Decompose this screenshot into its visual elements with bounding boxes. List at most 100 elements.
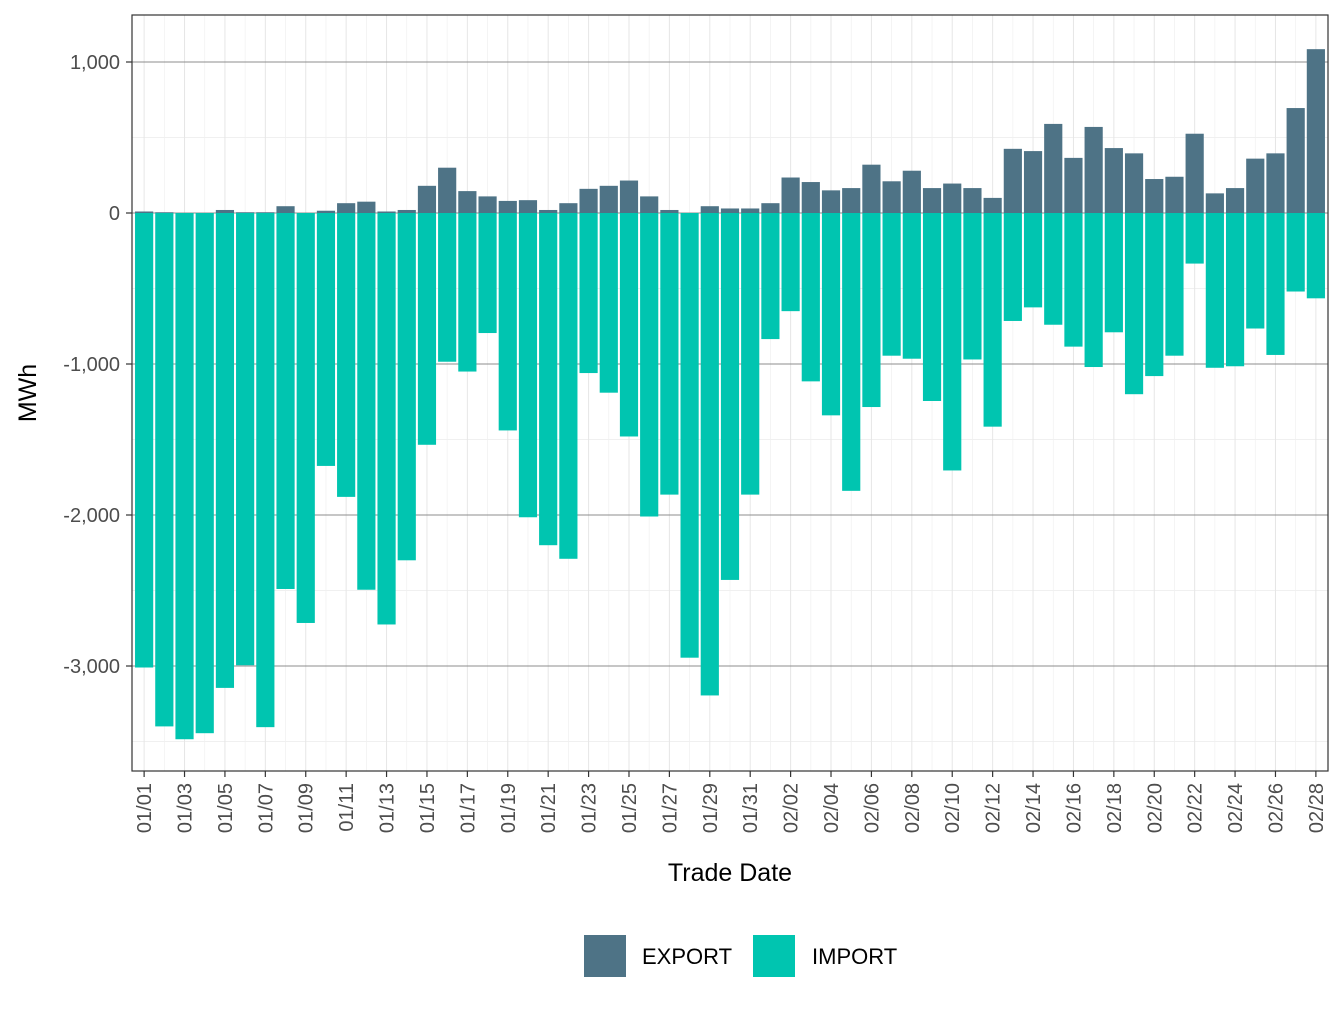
- x-tick-label: 02/18: [1104, 783, 1126, 833]
- bar-import-02-06: [862, 213, 881, 408]
- x-axis-title: Trade Date: [668, 859, 792, 887]
- y-axis: -3,000 -2,000 -1,000 0 1,000: [63, 52, 132, 678]
- bar-export-01-06: [236, 212, 255, 213]
- x-tick-label: 01/13: [377, 783, 399, 833]
- bar-import-01-19: [498, 213, 517, 431]
- bar-export-01-23: [579, 188, 598, 213]
- bar-export-01-17: [458, 191, 477, 213]
- bar-import-01-26: [640, 213, 659, 517]
- bar-import-02-02: [781, 213, 800, 312]
- legend-key-import: [753, 935, 795, 977]
- bar-export-01-05: [215, 209, 235, 213]
- bar-import-01-03: [175, 213, 194, 740]
- x-tick-label: 01/11: [336, 783, 358, 832]
- bar-export-02-04: [821, 190, 841, 213]
- y-tick-label: -1,000: [63, 354, 120, 376]
- bar-import-01-21: [539, 213, 558, 546]
- bar-export-01-08: [276, 206, 295, 213]
- bar-export-02-01: [761, 203, 780, 213]
- bar-export-02-10: [943, 183, 962, 213]
- x-tick-label: 02/04: [821, 783, 843, 833]
- x-tick-label: 02/02: [781, 783, 803, 833]
- bar-export-01-25: [619, 180, 639, 213]
- x-tick-label: 02/16: [1063, 783, 1085, 833]
- x-tick-label: 01/21: [538, 783, 560, 833]
- bar-import-01-11: [337, 213, 356, 497]
- bar-import-02-21: [1165, 213, 1184, 356]
- bar-export-01-16: [438, 167, 457, 213]
- bar-export-02-05: [842, 188, 861, 213]
- x-tick-label: 01/03: [175, 783, 197, 833]
- bar-import-01-14: [397, 213, 416, 561]
- bar-export-01-19: [498, 200, 517, 213]
- x-tick-label: 01/19: [498, 783, 520, 833]
- bar-export-02-08: [902, 170, 921, 213]
- bar-import-01-05: [215, 213, 235, 688]
- bar-export-02-25: [1246, 158, 1265, 213]
- bar-import-01-08: [276, 213, 295, 589]
- bar-export-01-11: [337, 203, 356, 213]
- x-tick-label: 02/26: [1265, 783, 1287, 833]
- bar-import-01-06: [236, 213, 255, 666]
- x-tick-label: 02/12: [983, 783, 1005, 833]
- bar-import-02-19: [1124, 213, 1144, 395]
- bar-import-02-20: [1145, 213, 1164, 377]
- bar-import-01-18: [478, 213, 497, 334]
- bars: [135, 49, 1325, 740]
- x-axis: 01/01 01/03 01/05 01/07 01/09 01/11 01/13 01/15…: [134, 771, 1328, 833]
- bar-export-02-11: [963, 188, 982, 213]
- bar-import-01-17: [458, 213, 477, 372]
- bar-import-01-13: [377, 213, 396, 625]
- bar-import-01-27: [660, 213, 679, 495]
- bar-import-01-07: [256, 213, 275, 728]
- bar-export-02-22: [1185, 133, 1204, 213]
- y-tick-label: -2,000: [63, 505, 120, 527]
- y-tick-label: 0: [109, 203, 120, 225]
- bar-import-01-04: [195, 213, 214, 734]
- bar-import-02-07: [882, 213, 901, 356]
- bar-import-01-30: [720, 213, 740, 580]
- bar-import-01-28: [680, 213, 699, 658]
- bar-export-02-13: [1003, 148, 1022, 213]
- x-tick-label: 01/25: [619, 783, 641, 833]
- bar-export-02-03: [801, 182, 820, 213]
- x-tick-label: 01/05: [215, 783, 237, 833]
- bar-export-02-21: [1165, 176, 1184, 213]
- x-tick-label: 01/29: [700, 783, 722, 833]
- bar-import-01-02: [155, 213, 174, 727]
- x-tick-label: 02/22: [1185, 783, 1207, 833]
- x-tick-label: 02/06: [861, 783, 883, 833]
- bar-export-02-20: [1145, 179, 1164, 213]
- bar-import-01-29: [700, 213, 719, 696]
- bar-export-01-31: [741, 208, 760, 213]
- bar-import-02-13: [1003, 213, 1022, 321]
- bar-export-02-27: [1286, 108, 1305, 213]
- bar-import-01-25: [619, 213, 639, 437]
- bar-export-01-12: [357, 201, 376, 213]
- x-tick-label: 01/09: [296, 783, 318, 833]
- bar-export-02-15: [1044, 123, 1063, 213]
- bar-import-01-15: [417, 213, 437, 445]
- legend-label-export: EXPORT: [642, 944, 732, 969]
- bar-export-01-18: [478, 196, 497, 213]
- x-tick-label: 01/23: [579, 783, 601, 833]
- bar-import-02-14: [1023, 213, 1043, 308]
- x-tick-label: 01/07: [255, 783, 277, 833]
- bar-export-01-02: [155, 212, 174, 213]
- bar-import-01-20: [518, 213, 538, 518]
- bar-import-01-31: [741, 213, 760, 495]
- bar-import-02-27: [1286, 213, 1305, 292]
- bar-import-02-26: [1266, 213, 1285, 355]
- bar-export-01-26: [640, 196, 659, 213]
- bar-import-02-23: [1205, 213, 1224, 368]
- x-tick-label: 01/15: [417, 783, 439, 833]
- bar-export-01-20: [518, 200, 538, 213]
- bar-import-02-12: [983, 213, 1002, 427]
- bar-export-01-01: [135, 211, 154, 213]
- bar-import-02-04: [821, 213, 841, 416]
- bar-import-02-05: [842, 213, 861, 491]
- x-tick-label: 02/24: [1225, 783, 1247, 833]
- x-tick-label: 01/27: [659, 783, 681, 833]
- bar-import-02-22: [1185, 213, 1204, 264]
- bar-export-02-17: [1084, 126, 1103, 213]
